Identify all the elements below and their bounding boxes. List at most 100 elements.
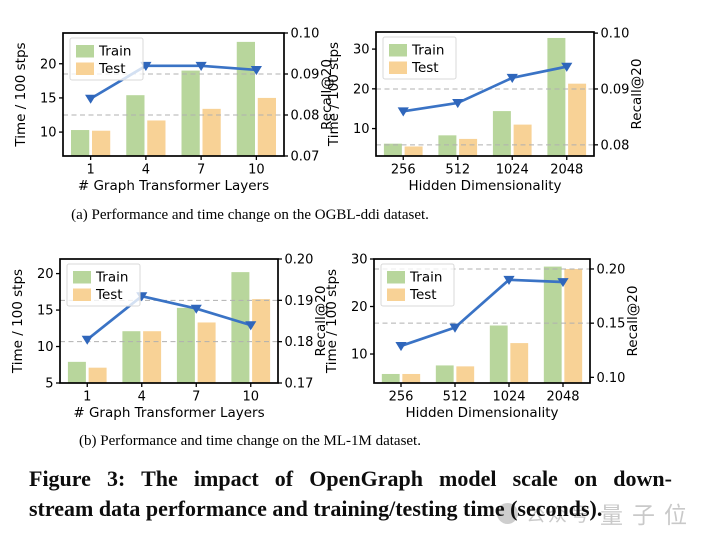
svg-text:1024: 1024 <box>496 163 529 178</box>
triangle-marker-icon <box>449 323 461 333</box>
svg-text:0.08: 0.08 <box>601 138 630 153</box>
x-axis: 1 4 7 10 <box>86 156 265 178</box>
svg-text:30: 30 <box>351 253 368 268</box>
triangle-marker-icon <box>195 61 207 71</box>
svg-text:0.10: 0.10 <box>601 27 630 42</box>
triangle-marker-icon <box>506 73 518 84</box>
watermark-logo-icon <box>497 502 518 524</box>
right-axis: 0.07 0.08 0.09 0.10 <box>284 27 319 165</box>
legend-swatch-train <box>389 44 407 57</box>
svg-text:0.10: 0.10 <box>597 371 626 386</box>
svg-text:512: 512 <box>445 163 470 178</box>
legend-label-train: Train <box>98 44 131 60</box>
svg-text:2048: 2048 <box>546 390 579 405</box>
left-axis: 5 10 15 20 <box>37 267 60 392</box>
bars <box>71 41 276 156</box>
x-axis-label: Hidden Dimensionality <box>405 405 558 421</box>
svg-text:10: 10 <box>351 348 368 363</box>
bar-series-test <box>402 268 583 383</box>
triangle-marker-icon <box>250 66 262 76</box>
svg-text:30: 30 <box>353 43 370 58</box>
svg-text:7: 7 <box>197 163 205 178</box>
figure-caption-line1: Figure 3: The impact of OpenGraph model … <box>29 466 672 491</box>
legend-label-test: Test <box>411 60 439 76</box>
bar-series-test <box>92 97 276 156</box>
x-axis: 1 4 7 10 <box>83 383 259 405</box>
left-y-axis-label: Time / 100 stps <box>13 42 29 147</box>
x-axis-label: # Graph Transformer Layers <box>78 178 269 194</box>
svg-text:256: 256 <box>391 163 416 178</box>
axes-frame <box>375 31 595 157</box>
svg-text:1024: 1024 <box>492 390 525 405</box>
triangle-marker-icon <box>190 304 202 314</box>
svg-text:1: 1 <box>86 163 94 178</box>
legend-label-test: Test <box>98 61 126 77</box>
legend-label-train: Train <box>409 270 442 286</box>
legend-swatch-test <box>387 288 405 301</box>
figure-caption: Figure 3: The impact of OpenGraph model … <box>29 464 672 524</box>
svg-text:0.07: 0.07 <box>291 150 320 165</box>
legend-swatch-test <box>76 62 94 75</box>
recall-line <box>395 275 569 352</box>
right-y-axis-label: Recall@20 <box>313 286 329 357</box>
svg-text:0.19: 0.19 <box>285 294 314 309</box>
x-axis: 256 512 1024 2048 <box>391 156 583 178</box>
svg-text:4: 4 <box>138 390 146 405</box>
triangle-marker-icon <box>81 335 93 345</box>
right-y-axis-label: Recall@20 <box>319 59 335 130</box>
triangle-marker-icon <box>245 321 257 331</box>
x-axis: 256 512 1024 2048 <box>389 383 580 405</box>
triangle-marker-icon <box>85 94 97 104</box>
left-axis: 10 20 30 <box>353 43 376 137</box>
right-axis: 0.10 0.15 0.20 <box>590 262 626 386</box>
bars <box>381 266 583 383</box>
axes-frame <box>62 32 285 157</box>
figure-caption-line2: stream data performance and training/tes… <box>29 496 603 521</box>
svg-text:20: 20 <box>40 57 57 72</box>
svg-text:20: 20 <box>351 300 368 315</box>
svg-text:4: 4 <box>142 163 150 178</box>
legend-swatch-test <box>73 288 91 301</box>
svg-text:0.09: 0.09 <box>601 82 630 97</box>
right-y-axis-label: Recall@20 <box>625 286 641 357</box>
svg-text:0.09: 0.09 <box>291 68 320 83</box>
bar-series-train <box>67 272 250 383</box>
subcaption-a: (a) Performance and time change on the O… <box>71 207 429 223</box>
svg-text:0.20: 0.20 <box>285 253 314 268</box>
x-axis-label: Hidden Dimensionality <box>408 178 561 194</box>
svg-text:0.17: 0.17 <box>285 377 314 392</box>
svg-text:20: 20 <box>353 82 370 97</box>
bar-series-test <box>404 83 587 156</box>
legend-swatch-train <box>76 45 94 58</box>
svg-text:0.10: 0.10 <box>291 27 320 42</box>
svg-text:0.08: 0.08 <box>291 109 320 124</box>
gridlines <box>376 88 594 146</box>
bar-series-train <box>381 266 562 383</box>
bar-series-train <box>71 41 255 156</box>
svg-text:512: 512 <box>443 390 468 405</box>
triangle-marker-icon <box>561 62 573 72</box>
svg-text:15: 15 <box>37 304 54 319</box>
svg-text:0.20: 0.20 <box>597 262 626 277</box>
triangle-marker-icon <box>395 342 407 352</box>
triangle-marker-icon <box>557 278 569 288</box>
svg-text:0.15: 0.15 <box>597 317 626 332</box>
svg-text:10: 10 <box>353 122 370 137</box>
svg-text:2048: 2048 <box>550 163 583 178</box>
legend-swatch-test <box>389 61 407 74</box>
legend-label-test: Test <box>95 287 123 303</box>
left-y-axis-label: Time / 100 stps <box>324 269 340 374</box>
legend-swatch-train <box>73 271 91 284</box>
legend-label-test: Test <box>409 287 437 303</box>
svg-text:15: 15 <box>40 91 57 106</box>
right-y-axis-label: Recall@20 <box>629 59 645 130</box>
